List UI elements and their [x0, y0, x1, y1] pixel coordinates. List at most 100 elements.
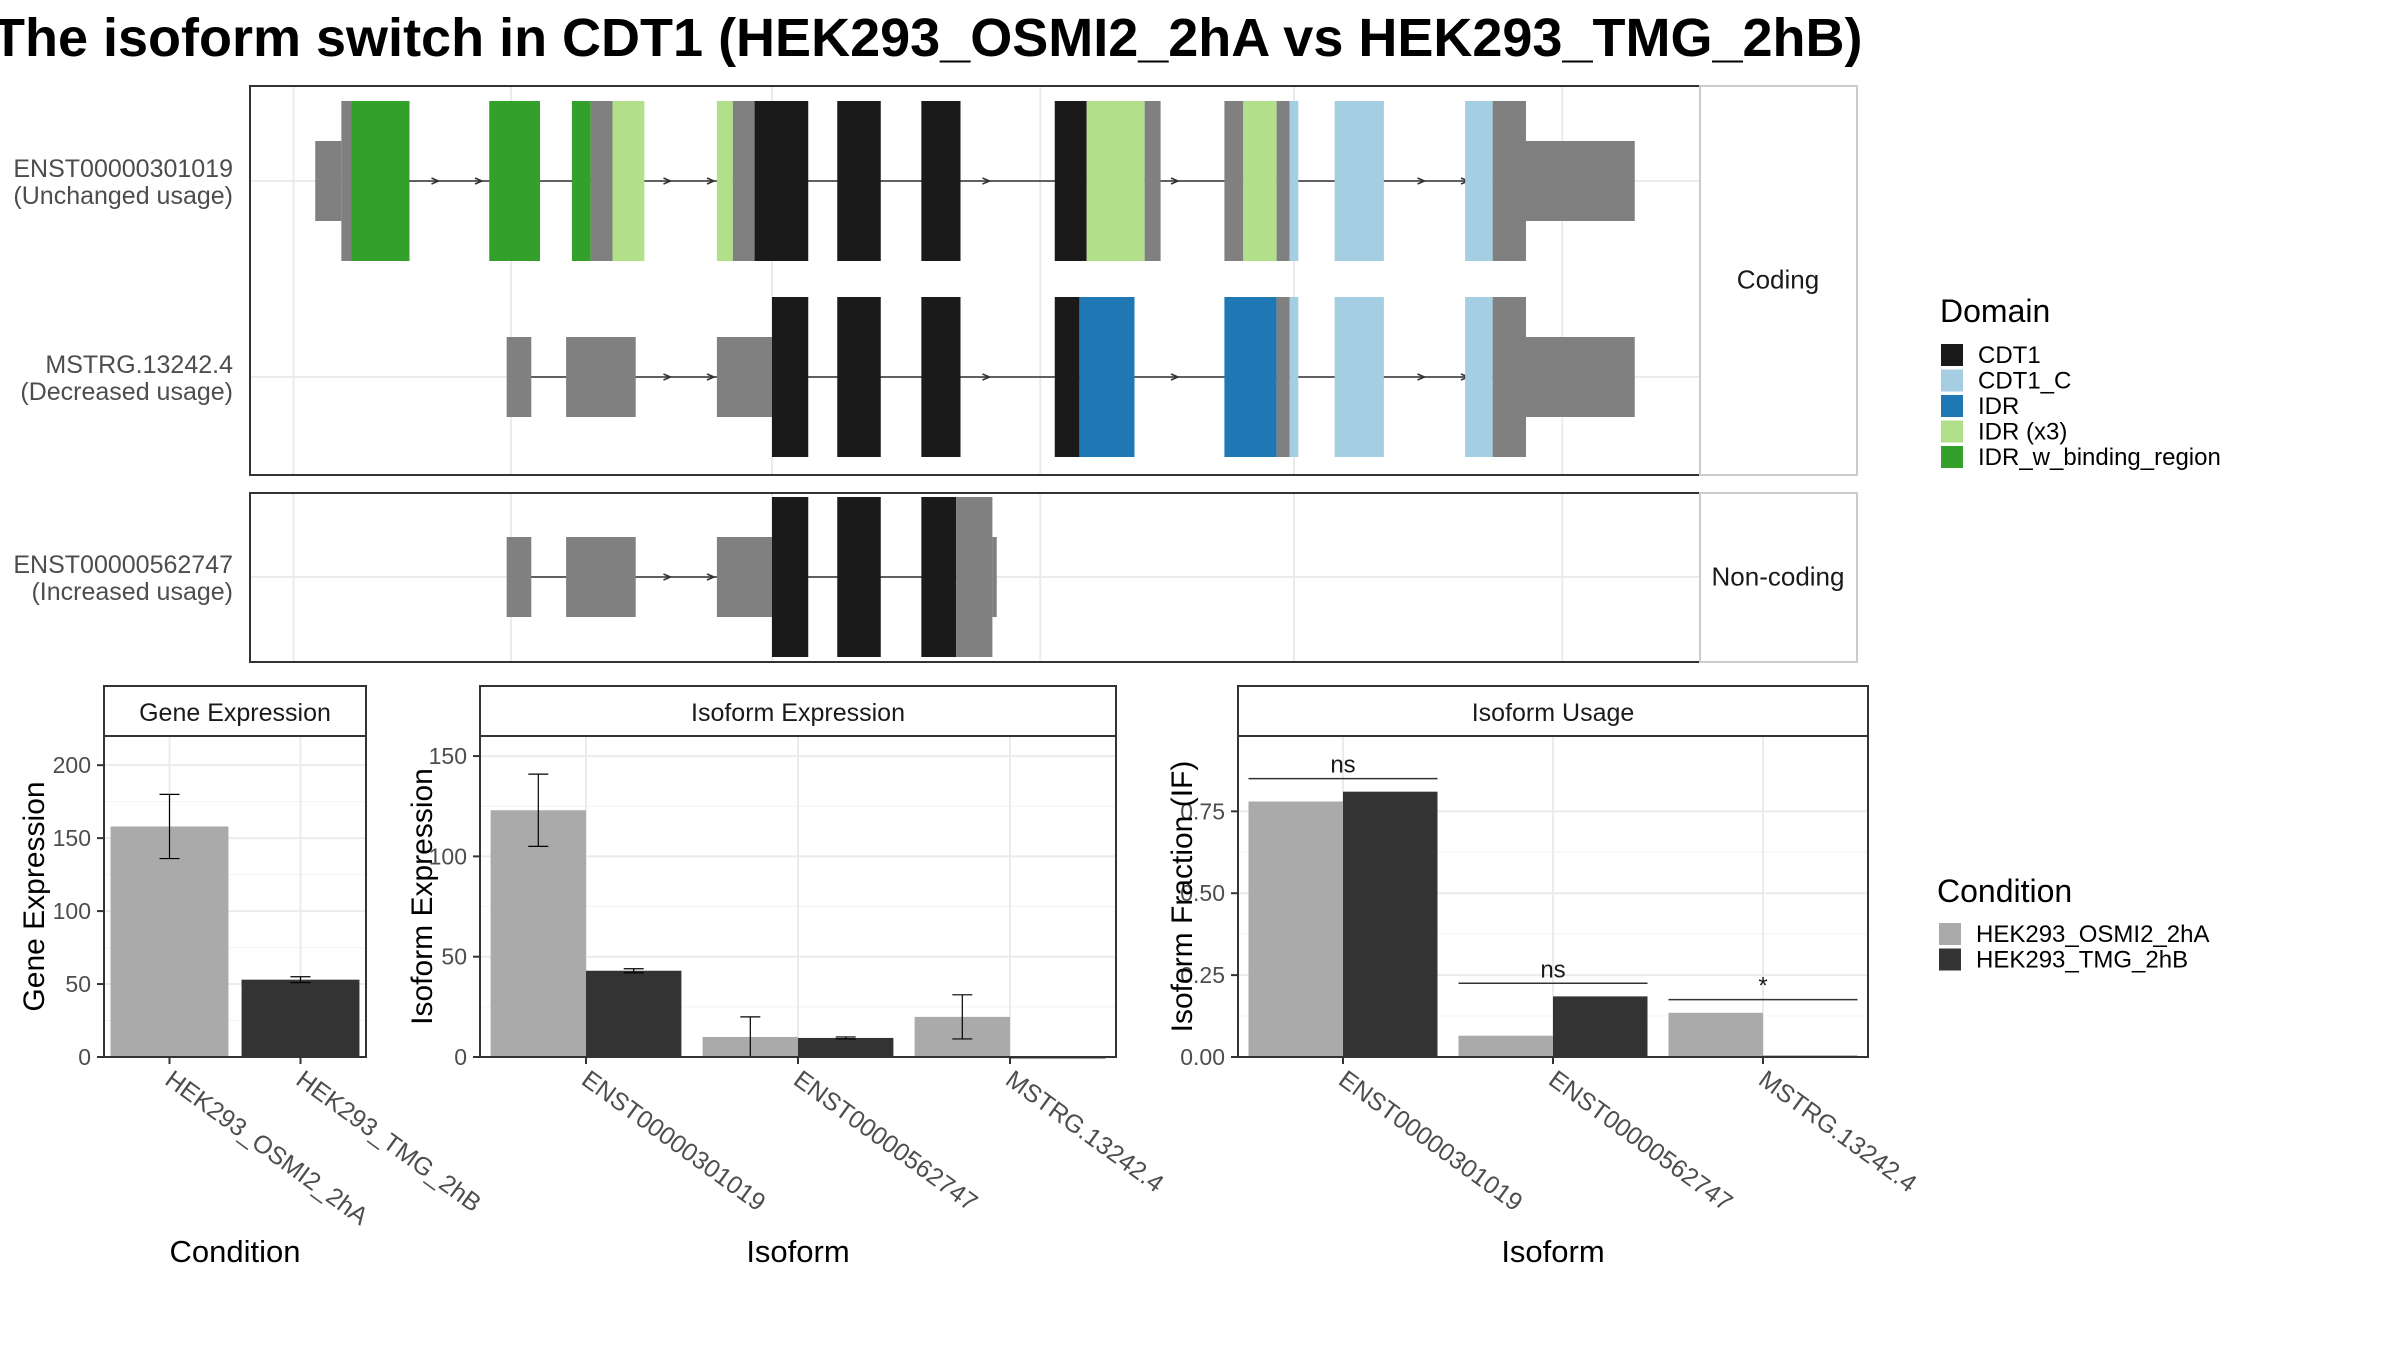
domain-legend-key — [1941, 420, 1963, 443]
x-axis-title: Condition — [170, 1234, 301, 1269]
facet-strip — [1699, 492, 1858, 663]
exon-block — [506, 537, 532, 617]
exon-block — [612, 101, 645, 261]
exon-block — [921, 497, 957, 657]
y-tick-label: 0 — [78, 1044, 91, 1070]
exon-block — [1526, 337, 1635, 417]
exon-block — [921, 101, 961, 261]
facet-strip — [1699, 85, 1858, 476]
exon-block — [315, 141, 342, 221]
x-tick-label: ENST00000562747 — [788, 1065, 982, 1217]
condition-legend-label: HEK293_OSMI2_2hA — [1976, 921, 2209, 948]
exon-block — [506, 337, 532, 417]
data-bar — [1343, 791, 1438, 1057]
strand-arrow — [1417, 373, 1427, 381]
exon-block — [1465, 101, 1493, 261]
exon-block — [716, 537, 772, 617]
exon-block — [571, 101, 591, 261]
domain-legend-label: CDT1_C — [1978, 368, 2071, 395]
exon-block — [1526, 141, 1635, 221]
transcript-usage-label: (Increased usage) — [31, 578, 233, 606]
y-tick-label: 0.00 — [1180, 1044, 1225, 1070]
strand-arrow — [982, 177, 992, 185]
exon-block — [1144, 101, 1161, 261]
y-tick-label: 0.75 — [1180, 798, 1225, 824]
panel-strip — [479, 685, 1117, 737]
x-tick-label: ENST00000301019 — [576, 1065, 770, 1217]
transcript-id-label: ENST00000301019 — [13, 155, 233, 183]
transcript-usage-label: (Decreased usage) — [20, 378, 233, 406]
exon-block — [1492, 101, 1526, 261]
isoform-structure-plot: Coding Non-coding ENST00000301019(Unchange… — [13, 85, 1858, 663]
exon-block — [772, 297, 809, 457]
exon-block — [716, 337, 772, 417]
y-axis-title: Gene Expression — [18, 781, 51, 1011]
transcript-track — [506, 297, 1635, 457]
y-tick-label: 150 — [53, 825, 91, 851]
strand-arrow — [1417, 177, 1427, 185]
domain-legend-key — [1941, 446, 1963, 468]
exon-block — [341, 101, 352, 261]
data-bar — [490, 810, 586, 1057]
significance-label: ns — [1330, 752, 1355, 779]
y-tick-label: 100 — [53, 898, 91, 924]
exon-block — [921, 297, 961, 457]
exon-block — [837, 101, 881, 261]
strand-arrow — [663, 373, 673, 381]
exon-block — [956, 497, 993, 657]
exon-block — [1492, 297, 1526, 457]
exon-block — [1054, 297, 1080, 457]
exon-block — [590, 101, 613, 261]
x-tick-label: MSTRG.13242.4 — [1000, 1065, 1168, 1198]
data-bar — [586, 970, 682, 1057]
domain-legend-label: IDR_w_binding_region — [1978, 444, 2221, 471]
condition-legend-key — [1939, 923, 1961, 945]
strand-arrow — [1170, 373, 1180, 381]
data-bar — [1458, 1035, 1553, 1057]
data-bar — [110, 826, 229, 1057]
exon-block — [1224, 101, 1244, 261]
exon-block — [1334, 297, 1384, 457]
panel-title: Isoform Expression — [691, 699, 905, 727]
y-tick-label: 0 — [454, 1044, 467, 1070]
exon-block — [351, 101, 410, 261]
facet-strip-label: Non-coding — [1712, 562, 1845, 592]
exon-block — [1276, 101, 1290, 261]
strand-arrow — [706, 373, 716, 381]
strand-arrow — [431, 177, 441, 185]
exon-block — [992, 537, 997, 617]
exon-block — [1289, 297, 1299, 457]
exon-block — [1054, 101, 1087, 261]
exon-block — [1224, 297, 1277, 457]
x-axis-title: Isoform — [746, 1234, 849, 1269]
domain-legend-label: IDR (x3) — [1978, 419, 2067, 446]
transcript-track — [506, 497, 997, 657]
y-tick-label: 50 — [65, 971, 91, 997]
y-axis-title: Isoform Expression — [406, 768, 439, 1025]
exon-block — [772, 497, 809, 657]
data-bar — [1668, 1012, 1763, 1057]
exon-block — [566, 537, 636, 617]
domain-legend-label: CDT1 — [1978, 342, 2041, 369]
strand-arrow — [474, 177, 484, 185]
y-tick-label: 200 — [53, 752, 91, 778]
strand-arrow — [706, 573, 716, 581]
exon-block — [1465, 297, 1493, 457]
figure-title: The isoform switch in CDT1 (HEK293_OSMI2… — [0, 8, 1863, 68]
y-axis-title: Isoform Fraction (IF) — [1166, 761, 1199, 1033]
domain-legend-key — [1941, 369, 1963, 392]
exon-block — [837, 497, 881, 657]
domain-legend-key — [1941, 395, 1963, 417]
exon-block — [1086, 101, 1145, 261]
condition-legend-title: Condition — [1937, 873, 2072, 909]
exon-block — [1289, 101, 1299, 261]
exon-block — [1079, 297, 1135, 457]
exon-block — [754, 101, 809, 261]
domain-legend-label: IDR — [1978, 393, 2019, 420]
